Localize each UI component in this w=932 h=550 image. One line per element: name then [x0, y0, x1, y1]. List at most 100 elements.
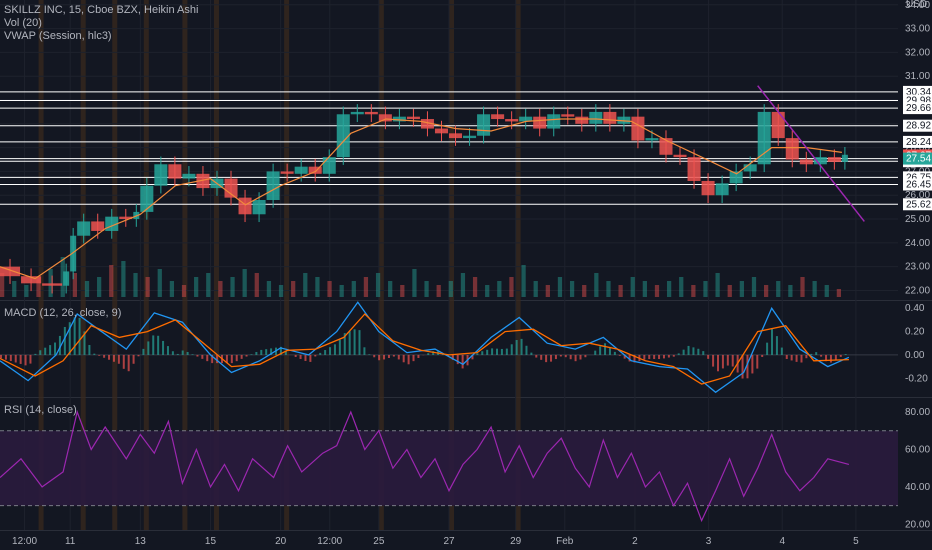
- candle-body: [420, 119, 434, 129]
- macd-pane-label[interactable]: MACD (12, 26, close, 9): [4, 307, 122, 319]
- macd-histogram-bar: [230, 354, 233, 364]
- volume-bar: [764, 285, 769, 297]
- volume-bar: [109, 265, 114, 297]
- volume-bar: [291, 281, 296, 297]
- macd-histogram-bar: [677, 353, 680, 355]
- current-price-label: 27.54: [906, 154, 931, 165]
- macd-histogram-bar: [564, 354, 567, 358]
- candle-body: [378, 114, 392, 122]
- macd-histogram-bar: [829, 354, 832, 363]
- macd-histogram-bar: [363, 347, 366, 355]
- candle-body: [631, 116, 645, 141]
- volume-bar: [788, 285, 793, 297]
- candle-body: [238, 197, 252, 215]
- candle-body: [308, 166, 322, 174]
- volume-bar: [472, 277, 478, 297]
- candle-body: [154, 164, 168, 186]
- volume-bar: [594, 273, 599, 297]
- candle-body: [841, 154, 848, 162]
- volume-indicator-label[interactable]: Vol (20): [4, 17, 42, 29]
- macd-histogram-bar: [103, 354, 106, 358]
- macd-histogram-bar: [687, 345, 690, 355]
- candle-body: [280, 171, 294, 174]
- volume-bar: [485, 285, 490, 297]
- candle-body: [449, 133, 463, 139]
- price-axis-tick: 23.00: [905, 262, 930, 273]
- macd-histogram-bar: [805, 354, 808, 359]
- vwap-line: [0, 118, 842, 280]
- candle-body: [119, 216, 133, 220]
- candle-body: [266, 171, 280, 200]
- macd-histogram-bar: [24, 354, 27, 366]
- macd-histogram-bar: [510, 344, 513, 355]
- macd-histogram-bar: [525, 345, 528, 355]
- volume-bar: [582, 285, 587, 297]
- session-break-band: [182, 0, 188, 530]
- candle-body: [561, 114, 575, 117]
- volume-bar: [751, 277, 757, 297]
- macd-axis-tick: 0.00: [905, 350, 925, 361]
- volume-bar: [72, 273, 78, 297]
- rsi-pane-label[interactable]: RSI (14, close): [4, 404, 77, 416]
- candle-body: [785, 138, 799, 160]
- macd-histogram-bar: [545, 354, 548, 363]
- macd-histogram-bar: [176, 353, 179, 355]
- volume-bar: [169, 281, 175, 297]
- candle-body: [91, 221, 105, 231]
- macd-histogram-bar: [304, 354, 307, 361]
- volume-bar: [12, 281, 17, 297]
- candle-body: [645, 138, 659, 141]
- macd-histogram-bar: [505, 348, 508, 355]
- macd-histogram-bar: [800, 354, 803, 363]
- macd-histogram-bar: [162, 340, 165, 355]
- candle-body: [322, 157, 336, 174]
- volume-bar: [36, 277, 41, 297]
- macd-histogram-bar: [834, 354, 837, 360]
- candle-body: [771, 111, 785, 139]
- macd-histogram-bar: [166, 346, 169, 355]
- price-axis-tick: 24.00: [905, 238, 930, 249]
- macd-histogram-bar: [672, 354, 675, 357]
- volume-bar: [557, 277, 563, 297]
- level-price-label: 28.24: [906, 137, 931, 148]
- macd-histogram-bar: [299, 354, 302, 359]
- session-break-band: [449, 0, 454, 530]
- candle-body: [224, 178, 238, 198]
- macd-histogram-bar: [338, 339, 341, 355]
- volume-bar: [618, 285, 623, 297]
- time-axis-label: 27: [443, 536, 455, 547]
- candle-body: [519, 116, 533, 122]
- volume-bar: [715, 273, 720, 297]
- macd-histogram-bar: [540, 354, 543, 360]
- volume-bar: [145, 277, 150, 297]
- macd-histogram-bar: [741, 354, 744, 379]
- macd-histogram-bar: [279, 346, 282, 355]
- macd-histogram-bar: [554, 354, 557, 360]
- macd-histogram-bar: [284, 351, 287, 355]
- macd-histogram-bar: [658, 354, 661, 360]
- volume-bar: [278, 285, 284, 297]
- macd-histogram-bar: [63, 326, 66, 355]
- vwap-indicator-label[interactable]: VWAP (Session, hlc3): [4, 30, 112, 42]
- level-price-tag: [903, 135, 932, 148]
- macd-histogram-bar: [599, 346, 602, 355]
- volume-bar: [60, 257, 65, 297]
- symbol-title[interactable]: SKILLZ INC, 15, Cboe BZX, Heikin Ashi: [4, 4, 199, 16]
- candle-body: [434, 128, 448, 134]
- candle-body: [701, 180, 715, 196]
- macd-histogram-bar: [73, 317, 76, 355]
- candle-body: [813, 157, 827, 165]
- macd-histogram-bar: [707, 354, 710, 359]
- macd-histogram-bar: [39, 350, 42, 355]
- volume-bar: [412, 269, 417, 297]
- volume-bar: [824, 285, 829, 297]
- candle-body: [617, 116, 631, 124]
- time-axis-label: 20: [275, 536, 287, 547]
- volume-bar: [303, 273, 308, 297]
- macd-histogram-bar: [83, 331, 86, 355]
- macd-histogram-bar: [751, 354, 754, 374]
- macd-histogram-bar: [250, 354, 253, 355]
- macd-histogram-bar: [98, 354, 101, 356]
- time-axis-label: 12:00: [317, 536, 342, 547]
